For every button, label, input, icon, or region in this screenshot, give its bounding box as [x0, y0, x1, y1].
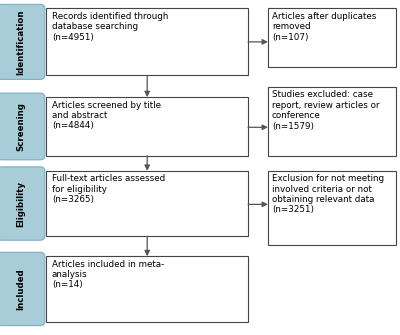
FancyBboxPatch shape — [0, 4, 45, 79]
Text: Studies excluded: case
report, review articles or
conference
(n=1579): Studies excluded: case report, review ar… — [272, 90, 380, 131]
Bar — [268, 171, 396, 245]
Bar — [268, 8, 396, 67]
Text: Exclusion for not meeting
involved criteria or not
obtaining relevant data
(n=32: Exclusion for not meeting involved crite… — [272, 174, 384, 214]
Bar — [46, 171, 248, 236]
Bar — [46, 97, 248, 156]
Text: Records identified through
database searching
(n=4951): Records identified through database sear… — [52, 12, 168, 42]
Text: Identification: Identification — [16, 9, 26, 75]
Text: Articles after duplicates
removed
(n=107): Articles after duplicates removed (n=107… — [272, 12, 376, 42]
Text: Eligibility: Eligibility — [16, 181, 26, 226]
Text: Screening: Screening — [16, 102, 26, 151]
Bar — [46, 256, 248, 322]
FancyBboxPatch shape — [0, 167, 45, 240]
Text: Articles screened by title
and abstract
(n=4844): Articles screened by title and abstract … — [52, 100, 161, 130]
Text: Included: Included — [16, 268, 26, 310]
Text: Articles included in meta-
analysis
(n=14): Articles included in meta- analysis (n=1… — [52, 260, 164, 289]
FancyBboxPatch shape — [0, 93, 45, 160]
Bar — [268, 87, 396, 156]
FancyBboxPatch shape — [0, 252, 45, 326]
Text: Full-text articles assessed
for eligibility
(n=3265): Full-text articles assessed for eligibil… — [52, 174, 165, 204]
Bar — [46, 8, 248, 75]
